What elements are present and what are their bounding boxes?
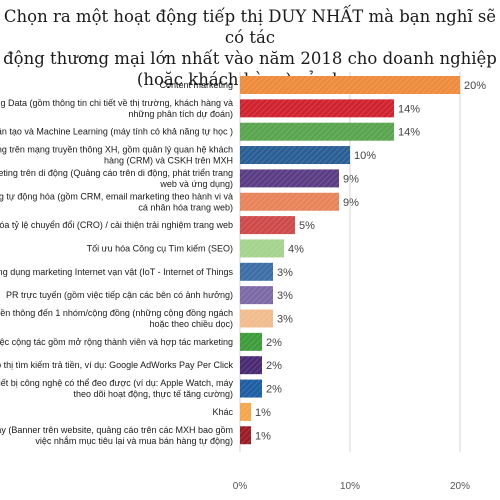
- bar: [240, 286, 273, 305]
- value-label: 4%: [288, 243, 304, 255]
- category-label: Ứng dụng marketing Internet vạn vật (IoT…: [0, 267, 233, 277]
- value-label: 1%: [255, 407, 271, 419]
- category-label: Khác: [212, 407, 233, 417]
- bar: [240, 426, 251, 445]
- category-label: Trưng bày (Banner trên website, quảng cá…: [0, 425, 233, 435]
- value-label: 9%: [343, 173, 359, 185]
- value-label: 2%: [266, 337, 282, 349]
- category-label: Tối ưu hóa Công cụ Tìm kiếm (SEO): [87, 243, 233, 253]
- value-label: 14%: [398, 103, 420, 115]
- bar: [240, 402, 251, 421]
- value-label: 20%: [464, 80, 486, 92]
- x-axis-ticks: 0% 10% 20%: [233, 481, 470, 492]
- category-label: việc nhắm mục tiêu lại và mua bán hàng t…: [35, 436, 233, 446]
- category-label: Tiếp thị tìm kiếm trả tiền, ví dụ: Googl…: [0, 360, 233, 370]
- bar: [240, 192, 339, 211]
- value-label: 1%: [255, 430, 271, 442]
- x-tick-label: 0%: [233, 481, 248, 492]
- category-label: Các thiết bị công nghệ có thể đeo được (…: [0, 378, 233, 388]
- category-label: web và ứng dụng): [159, 179, 233, 189]
- category-label: PR trực tuyến (gồm việc tiếp cận các bên…: [6, 290, 233, 300]
- category-label: cá nhân hóa trang web): [138, 202, 233, 212]
- category-label: theo dõi hoạt động, thực tế tăng cường): [73, 389, 233, 399]
- bar: [240, 216, 295, 235]
- value-label: 2%: [266, 360, 282, 372]
- bar: [240, 239, 284, 258]
- bar: [240, 379, 262, 398]
- category-label: Big Data (gồm thông tin chi tiết về thị …: [0, 98, 233, 108]
- x-tick-label: 10%: [340, 481, 360, 492]
- bar: [240, 99, 394, 118]
- category-label: hoặc theo chiều dọc): [149, 319, 233, 329]
- bar: [240, 262, 273, 281]
- bar: [240, 146, 350, 165]
- chart-title-line-1: Chọn ra một hoạt động tiếp thị DUY NHẤT …: [3, 7, 497, 47]
- category-labels: Content marketing Big Data (gồm thông tin…: [0, 80, 233, 446]
- value-label: 3%: [277, 267, 293, 279]
- category-label: Content marketing: [159, 80, 233, 90]
- value-label: 9%: [343, 197, 359, 209]
- bars: [240, 76, 460, 445]
- value-label: 3%: [277, 290, 293, 302]
- category-label: Việc cộng tác gồm mở rộng thành viên và …: [0, 337, 233, 347]
- category-label: Marketing trên mạng truyền thông XH, gồm…: [0, 145, 233, 155]
- value-label: 10%: [354, 150, 376, 162]
- bar: [240, 332, 262, 351]
- category-label: Marketing trên di động (Quảng cáo trên d…: [0, 168, 233, 178]
- chart-title-line-2: động thương mại lớn nhất vào năm 2018 ch…: [3, 49, 497, 68]
- value-label: 2%: [266, 384, 282, 396]
- bar: [240, 122, 394, 141]
- category-label: Tối ưu hóa tỷ lệ chuyển đổi (CRO) / cải …: [0, 220, 233, 230]
- value-label: 3%: [277, 314, 293, 326]
- category-label: Trí tuệ nhân tạo và Machine Learning (má…: [0, 127, 233, 137]
- bar: [240, 76, 460, 94]
- bar: [240, 169, 339, 188]
- value-labels: 20% 14% 14% 10% 9% 9% 5% 4% 3% 3% 3% 2% 2% 2% 1% 1%: [255, 80, 486, 442]
- category-label: những phân tích dự đoán): [128, 109, 233, 119]
- category-label: Marketing tự động hóa (gồm CRM, email ma…: [0, 191, 233, 201]
- category-label: hàng (CRM) và CSKH trên MXH: [104, 156, 233, 166]
- value-label: 14%: [398, 127, 420, 139]
- bar: [240, 309, 273, 328]
- x-tick-label: 20%: [450, 481, 470, 492]
- category-label: Truyền thông đến 1 nhóm/cộng đồng (những…: [0, 308, 233, 318]
- value-label: 5%: [299, 220, 315, 232]
- bar: [240, 356, 262, 375]
